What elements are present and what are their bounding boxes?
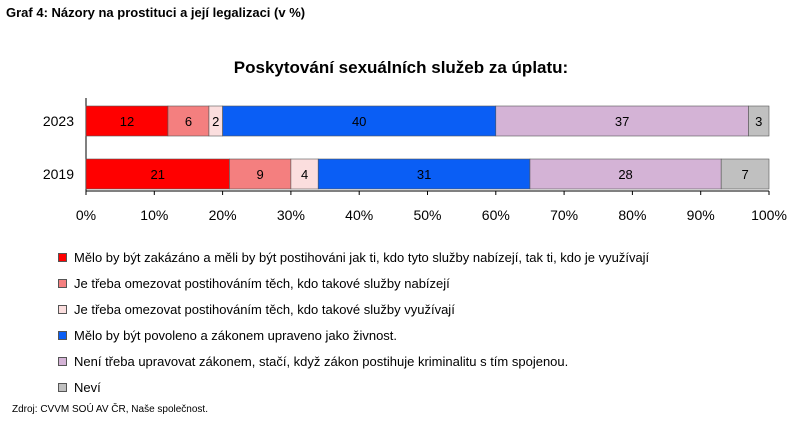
legend-label: Je třeba omezovat postihováním těch, kdo…: [74, 301, 455, 317]
legend-item: Neví: [58, 374, 649, 400]
data-label: 28: [618, 167, 632, 182]
x-tick-label: 90%: [687, 207, 715, 223]
data-label: 21: [150, 167, 164, 182]
legend-item: Mělo by být zakázáno a měli by být posti…: [58, 244, 649, 270]
bar-segment: [85, 105, 169, 137]
legend-item: Je třeba omezovat postihováním těch, kdo…: [58, 270, 649, 296]
category-label: 2023: [43, 113, 74, 129]
data-label: 7: [741, 167, 748, 182]
figure-title: Graf 4: Názory na prostituci a její lega…: [6, 5, 306, 20]
legend-label: Mělo by být povoleno a zákonem upraveno …: [74, 327, 398, 343]
legend-label: Je třeba omezovat postihováním těch, kdo…: [74, 275, 450, 291]
x-tick-label: 60%: [482, 207, 510, 223]
data-label: 31: [417, 167, 431, 182]
category-label: 2019: [43, 166, 74, 182]
data-label: 9: [257, 167, 264, 182]
legend-swatch: [58, 304, 67, 314]
x-tick-label: 10%: [140, 207, 168, 223]
x-tick-label: 30%: [277, 207, 305, 223]
x-tick-label: 0%: [76, 207, 96, 223]
bar-segment: [222, 105, 497, 137]
legend-label: Není třeba upravovat zákonem, stačí, kdy…: [74, 353, 569, 369]
bar-segment: [495, 105, 749, 137]
chart-legend: Mělo by být zakázáno a měli by být posti…: [58, 244, 649, 400]
x-tick-label: 100%: [751, 207, 787, 223]
x-tick-label: 50%: [413, 207, 441, 223]
legend-swatch: [58, 278, 67, 288]
legend-label: Neví: [74, 379, 101, 395]
legend-swatch: [58, 356, 67, 366]
data-label: 12: [120, 114, 134, 129]
x-tick-label: 20%: [209, 207, 237, 223]
legend-swatch: [58, 382, 67, 392]
bar-segment: [720, 158, 770, 190]
legend-item: Je třeba omezovat postihováním těch, kdo…: [58, 296, 649, 322]
stacked-bar-chart: 0% 10% 20% 30% 40% 50% 60% 70% 80% 90% 100% 2023 12 6…: [43, 98, 787, 223]
chart-title: Poskytování sexuálních služeb za úplatu:: [233, 58, 569, 77]
legend-label: Mělo by být zakázáno a měli by být posti…: [74, 249, 650, 265]
legend-item: Není třeba upravovat zákonem, stačí, kdy…: [58, 348, 649, 374]
data-label: 6: [185, 114, 192, 129]
data-label: 37: [615, 114, 629, 129]
x-tick-label: 40%: [345, 207, 373, 223]
bar-segment: [85, 158, 230, 190]
legend-swatch: [58, 330, 67, 340]
legend-item: Mělo by být povoleno a zákonem upraveno …: [58, 322, 649, 348]
data-label: 3: [755, 114, 762, 129]
x-tick-label: 80%: [618, 207, 646, 223]
data-label: 40: [352, 114, 366, 129]
data-label: 2: [212, 114, 219, 129]
legend-swatch: [58, 252, 67, 262]
bar-segment: [167, 105, 210, 137]
data-label: 4: [301, 167, 308, 182]
source-note: Zdroj: CVVM SOÚ AV ČR, Naše společnost.: [12, 404, 208, 415]
bar-segment: [290, 158, 319, 190]
x-tick-label: 70%: [550, 207, 578, 223]
bar-segment: [529, 158, 722, 190]
bar-segment: [748, 105, 770, 137]
